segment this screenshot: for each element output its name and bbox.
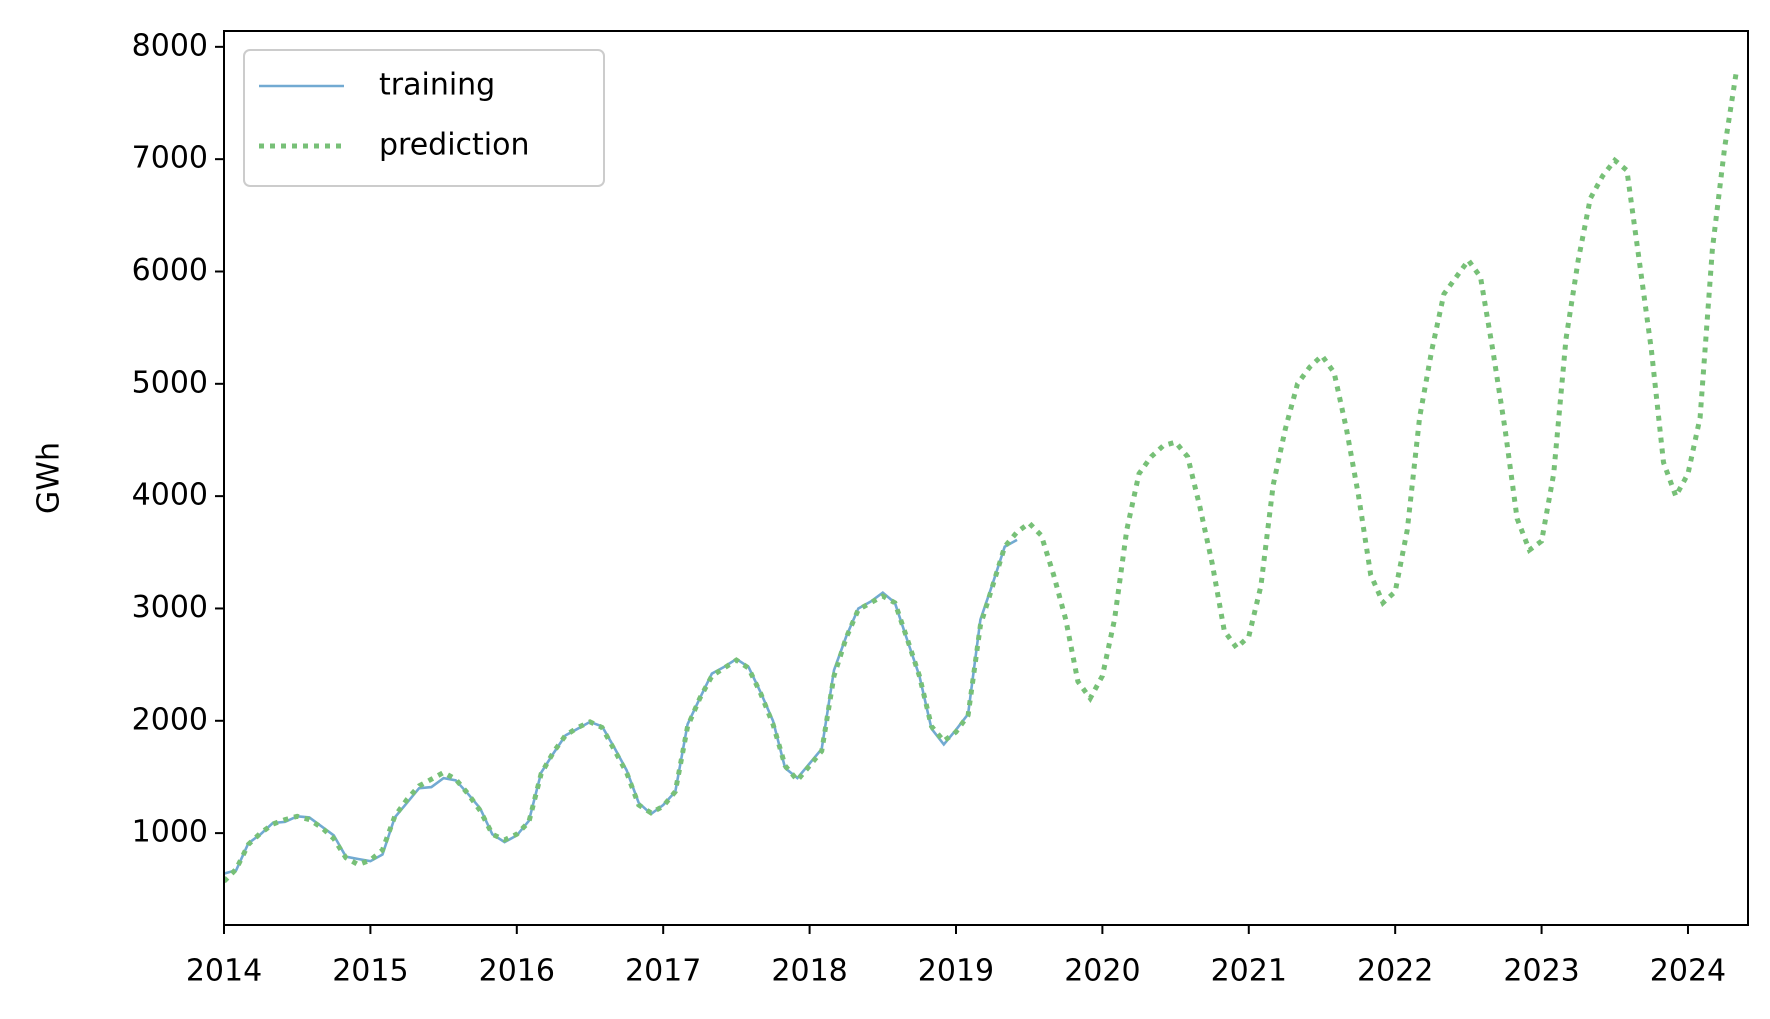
y-tick-label: 6000 (132, 253, 208, 288)
x-tick-label: 2021 (1211, 954, 1287, 989)
legend-label: training (379, 68, 495, 103)
y-tick-label: 5000 (132, 365, 208, 400)
y-tick-label: 8000 (132, 28, 208, 63)
x-tick-label: 2020 (1064, 954, 1140, 989)
y-tick-label: 2000 (132, 702, 208, 737)
plot-frame (223, 30, 1749, 926)
x-tick-label: 2024 (1650, 954, 1726, 989)
x-tick-label: 2023 (1503, 954, 1579, 989)
x-tick-label: 2019 (918, 954, 994, 989)
x-tick-label: 2014 (186, 954, 262, 989)
x-tick-label: 2015 (332, 954, 408, 989)
y-tick-label: 7000 (132, 141, 208, 176)
x-tick-label: 2022 (1357, 954, 1433, 989)
legend-label: prediction (379, 128, 530, 163)
x-tick-label: 2018 (771, 954, 847, 989)
y-axis-label: GWh (32, 442, 67, 514)
series-line (224, 68, 1740, 884)
y-tick-label: 3000 (132, 590, 208, 625)
x-tick-label: 2017 (625, 954, 701, 989)
x-tick-label: 2016 (479, 954, 555, 989)
y-tick-label: 1000 (132, 815, 208, 850)
legend-box (243, 49, 605, 187)
y-tick-label: 4000 (132, 478, 208, 513)
